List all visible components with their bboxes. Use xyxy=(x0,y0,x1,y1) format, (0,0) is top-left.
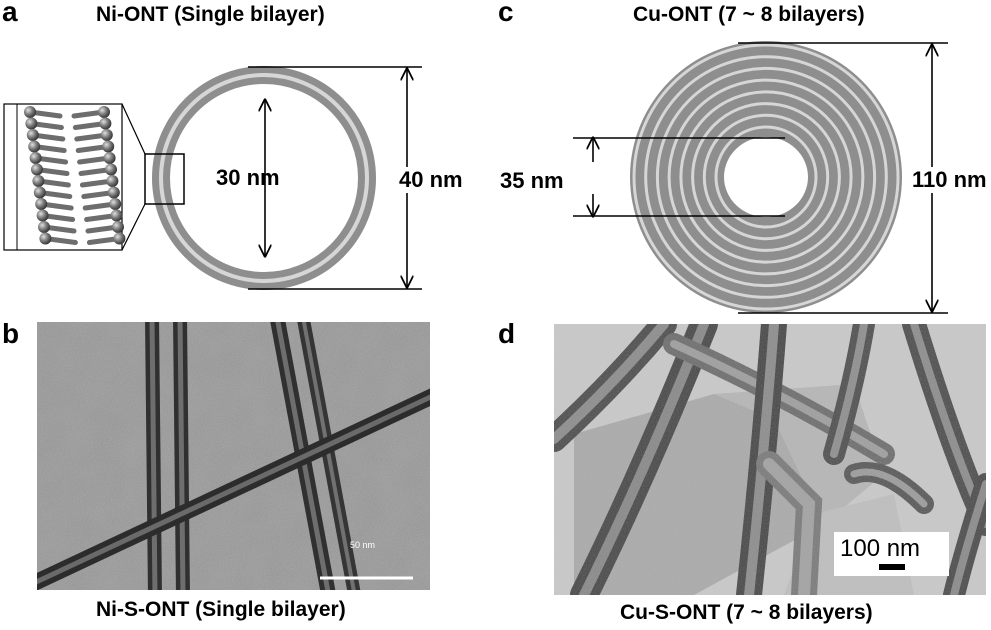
cu-ring-lumen xyxy=(724,137,808,217)
cu-ring-interlayer xyxy=(667,78,865,276)
nanotube-2 xyxy=(173,322,190,590)
lipid-head xyxy=(29,152,42,164)
outer-diameter-label-c: 110 nm xyxy=(909,167,990,193)
lipid-head xyxy=(28,140,41,153)
lipid-head xyxy=(103,152,116,164)
scale-bar-label-b: 50 nm xyxy=(350,540,376,550)
cu-ring-interlayer xyxy=(691,102,841,252)
schematic-diagrams xyxy=(3,41,948,314)
panel-c-title: Cu-ONT (7 ~ 8 bilayers) xyxy=(633,3,865,26)
cu-ring-interlayer xyxy=(655,66,877,288)
lipid-head xyxy=(32,175,45,187)
tem-image-ni-s-ont: 50 nm xyxy=(37,322,430,590)
scale-bar-box-d: 100 nm xyxy=(834,532,949,576)
lipid-head xyxy=(102,140,115,153)
lipid-head xyxy=(31,163,43,176)
lipid-head xyxy=(105,163,117,176)
zoom-line-top xyxy=(121,103,146,155)
scale-bar-label-d: 100 nm xyxy=(840,535,921,562)
lipid-head xyxy=(36,209,49,222)
lipid-head xyxy=(38,221,50,233)
lipid-head xyxy=(98,106,110,118)
outer-diameter-label-a: 40 nm xyxy=(396,167,466,193)
panel-a-title: Ni-ONT (Single bilayer) xyxy=(96,3,325,26)
lipid-head xyxy=(112,221,124,233)
inner-diameter-label-a: 30 nm xyxy=(216,165,280,190)
ni-ont-ring xyxy=(152,66,376,290)
cu-ring-interlayer xyxy=(702,113,830,241)
lipid-head xyxy=(33,186,46,199)
cu-ring-interlayer xyxy=(632,43,900,311)
scale-bar-d xyxy=(879,564,905,570)
lipid-head xyxy=(110,209,123,222)
nanotube-1 xyxy=(145,322,162,590)
cu-ring-interlayer xyxy=(714,125,818,229)
lipid-head xyxy=(107,186,120,199)
lipid-head xyxy=(99,117,112,130)
lipid-head xyxy=(26,129,39,141)
lipid-head xyxy=(109,198,122,210)
lipid-head xyxy=(100,129,113,141)
lipid-head xyxy=(39,232,52,245)
inner-diameter-label-c: 35 nm xyxy=(500,168,564,193)
panel-d-caption: Cu-S-ONT (7 ~ 8 bilayers) xyxy=(620,601,873,624)
panel-b-caption: Ni-S-ONT (Single bilayer) xyxy=(96,598,346,621)
lipid-head xyxy=(24,106,36,118)
nanotube-4 xyxy=(297,322,361,590)
panel-label-d: d xyxy=(498,318,516,349)
nanotube-5 xyxy=(37,388,430,590)
bilayer-molecular-inset xyxy=(3,103,126,251)
zoom-line-bottom xyxy=(121,203,146,251)
panel-label-b: b xyxy=(2,318,20,349)
cu-ont-multilayer-rings xyxy=(630,41,902,313)
zoom-box xyxy=(144,153,185,205)
lipid-head xyxy=(106,175,119,187)
panel-label-a: a xyxy=(2,0,18,27)
cu-ring-interlayer xyxy=(644,55,888,299)
cu-ring-interlayer xyxy=(679,90,853,264)
lipid-head xyxy=(113,232,126,245)
lipid-head xyxy=(25,117,38,130)
lipid-head xyxy=(35,198,48,210)
panel-label-c: c xyxy=(498,0,514,27)
